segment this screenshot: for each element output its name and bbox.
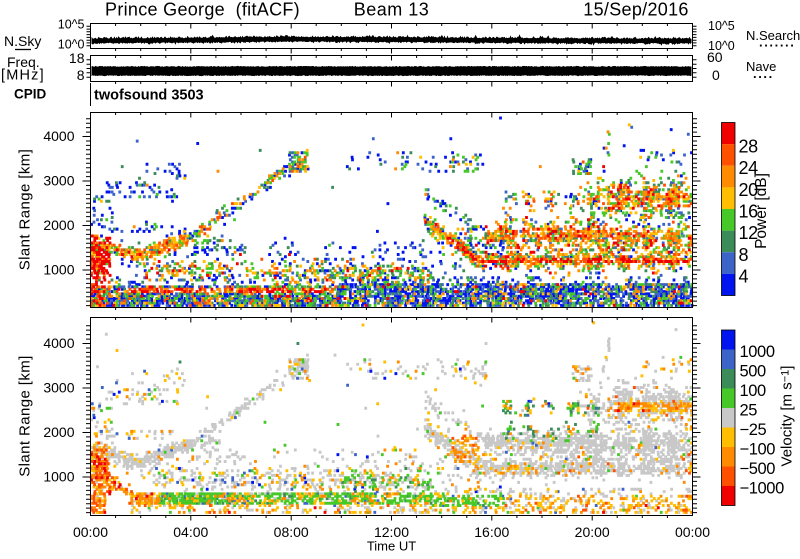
svg-text:20: 20 <box>739 180 759 200</box>
svg-text:3000: 3000 <box>43 380 74 396</box>
svg-text:8: 8 <box>77 67 85 83</box>
svg-text:−500: −500 <box>740 460 776 478</box>
svg-text:N.Search: N.Search <box>746 28 800 43</box>
svg-text:Nave: Nave <box>746 59 776 74</box>
svg-text:twofsound 3503: twofsound 3503 <box>94 88 204 104</box>
svg-text:18: 18 <box>69 50 85 66</box>
svg-text:−25: −25 <box>740 421 767 439</box>
svg-text:10^0: 10^0 <box>58 38 85 52</box>
svg-text:1000: 1000 <box>740 343 775 361</box>
svg-text:3000: 3000 <box>43 173 74 189</box>
svg-text:4000: 4000 <box>43 335 74 351</box>
svg-text:2000: 2000 <box>43 217 74 233</box>
svg-text:4000: 4000 <box>43 128 74 144</box>
svg-text:....: .... <box>753 66 774 81</box>
svg-text:04:00: 04:00 <box>173 524 208 540</box>
svg-text:−100: −100 <box>740 441 776 459</box>
svg-text:10^5: 10^5 <box>708 19 735 33</box>
svg-text:8: 8 <box>739 245 749 265</box>
svg-text:15/Sep/2016: 15/Sep/2016 <box>583 0 688 20</box>
svg-text:500: 500 <box>740 363 767 381</box>
svg-text:16:00: 16:00 <box>474 524 509 540</box>
svg-text:Prince George (fitACF): Prince George (fitACF) <box>105 0 300 20</box>
svg-text:12: 12 <box>739 223 759 243</box>
svg-text:.......: ....... <box>759 35 795 50</box>
svg-text:N.Sky: N.Sky <box>4 33 41 49</box>
svg-text:[MHz]: [MHz] <box>1 68 45 84</box>
svg-text:60: 60 <box>707 49 723 65</box>
svg-text:25: 25 <box>740 402 758 420</box>
svg-text:Velocity [m s−1]: Velocity [m s−1] <box>779 366 796 467</box>
svg-text:4: 4 <box>739 266 749 286</box>
svg-text:Time UT: Time UT <box>367 539 416 554</box>
svg-text:00:00: 00:00 <box>675 524 710 540</box>
svg-text:1000: 1000 <box>43 262 74 278</box>
svg-text:Slant Range [km]: Slant Range [km] <box>17 355 34 476</box>
svg-text:10^0: 10^0 <box>708 39 735 53</box>
svg-text:2000: 2000 <box>43 424 74 440</box>
svg-text:1000: 1000 <box>43 469 74 485</box>
svg-text:Freq.: Freq. <box>7 54 40 70</box>
svg-text:28: 28 <box>739 137 759 157</box>
svg-text:100: 100 <box>740 382 767 400</box>
svg-text:10^5: 10^5 <box>58 18 85 32</box>
svg-text:08:00: 08:00 <box>274 524 309 540</box>
svg-text:−1000: −1000 <box>740 480 785 498</box>
svg-text:16: 16 <box>739 202 759 222</box>
svg-text:CPID: CPID <box>14 87 47 102</box>
svg-text:Slant Range [km]: Slant Range [km] <box>17 149 34 270</box>
svg-text:Beam 13: Beam 13 <box>354 0 430 20</box>
svg-text:24: 24 <box>739 158 759 178</box>
svg-text:20:00: 20:00 <box>575 524 610 540</box>
svg-text:12:00: 12:00 <box>374 524 409 540</box>
svg-text:0: 0 <box>712 67 720 83</box>
svg-text:00:00: 00:00 <box>73 524 108 540</box>
svg-text:Power [dB]: Power [dB] <box>753 173 770 249</box>
